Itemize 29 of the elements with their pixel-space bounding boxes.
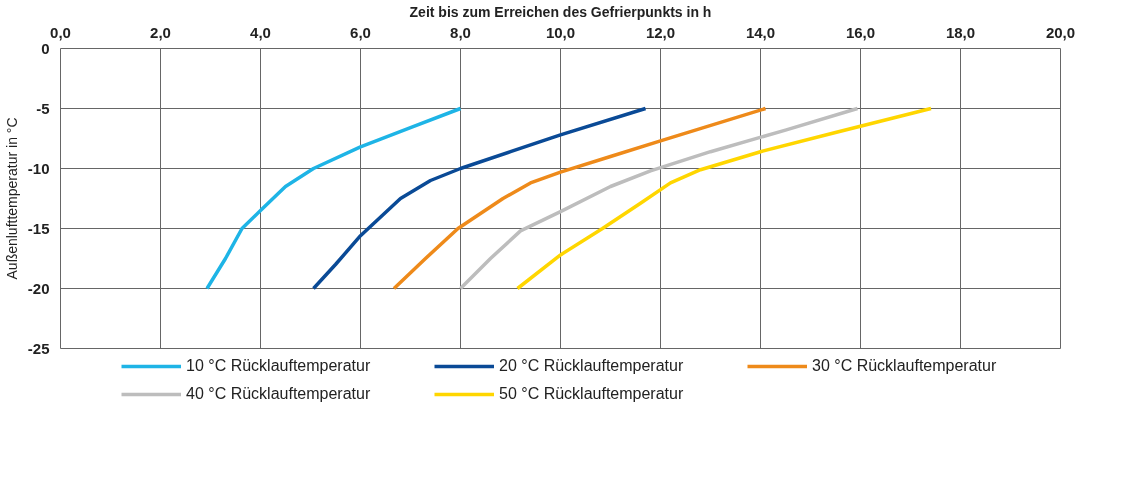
legend-label: 20 °C Rücklauftemperatur [499, 357, 685, 375]
y-tick-label: 0 [41, 39, 50, 57]
x-tick-label: 4,0 [250, 23, 271, 41]
x-axis-title: Zeit bis zum Erreichen des Gefrierpunkts in h [409, 3, 712, 20]
legend-label: 40 °C Rücklauftemperatur [186, 385, 372, 403]
legend-label: 30 °C Rücklauftemperatur [812, 357, 998, 375]
line-series [392, 106, 768, 291]
x-tick-label: 12,0 [645, 23, 676, 41]
x-tick-label: 6,0 [350, 23, 371, 41]
line-series [205, 106, 463, 291]
legend-label: 50 °C Rücklauftemperatur [499, 385, 685, 403]
y-tick-label: -20 [27, 279, 50, 297]
y-axis-title: Außenlufttemperatur in °C [3, 117, 20, 280]
x-tick-label: 14,0 [745, 23, 776, 41]
y-tick-label: -25 [27, 339, 50, 357]
line-series [515, 106, 933, 291]
y-tick-label: -15 [27, 219, 50, 237]
x-tick-label: 10,0 [545, 23, 576, 41]
x-tick-label: 16,0 [845, 23, 876, 41]
y-tick-label: -5 [36, 99, 50, 117]
x-tick-label: 8,0 [450, 23, 471, 41]
x-tick-label: 18,0 [945, 23, 976, 41]
line-series [458, 106, 860, 291]
x-tick-label: 0,0 [50, 23, 71, 41]
y-tick-label: -10 [27, 159, 50, 177]
x-tick-label: 2,0 [150, 23, 171, 41]
x-tick-label: 20,0 [1045, 23, 1076, 41]
line-series [311, 106, 648, 291]
legend-label: 10 °C Rücklauftemperatur [186, 357, 372, 375]
